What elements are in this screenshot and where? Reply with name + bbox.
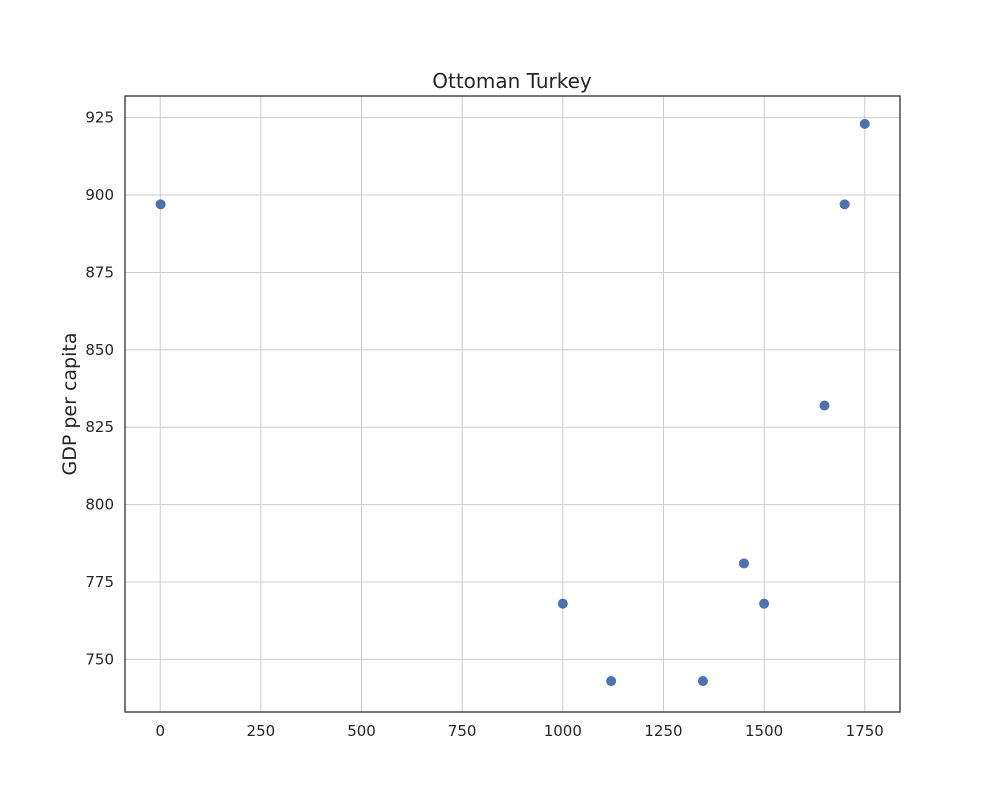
data-point <box>557 598 568 609</box>
y-tick-label: 750 <box>85 650 114 668</box>
y-tick-label: 925 <box>85 109 114 127</box>
grid-lines <box>125 96 900 712</box>
x-tick-label: 1750 <box>846 722 884 740</box>
y-tick-label: 850 <box>85 341 114 359</box>
data-point <box>759 598 770 609</box>
y-tick-label: 775 <box>85 573 114 591</box>
chart-title: Ottoman Turkey <box>432 69 592 93</box>
x-tick-label: 250 <box>247 722 276 740</box>
x-tick-labels: 0 250 500 750 1000 1250 1500 1750 <box>155 722 883 740</box>
data-points <box>155 118 870 687</box>
y-axis-label: GDP per capita <box>59 333 81 476</box>
y-tick-label: 825 <box>85 418 114 436</box>
x-tick-label: 1250 <box>644 722 682 740</box>
x-tick-label: 750 <box>448 722 477 740</box>
y-tick-label: 875 <box>85 263 114 281</box>
x-tick-label: 1500 <box>745 722 783 740</box>
x-tick-label: 1000 <box>544 722 582 740</box>
y-tick-labels: 750 775 800 825 850 875 900 925 <box>85 109 114 669</box>
data-point <box>839 199 850 210</box>
y-tick-label: 900 <box>85 186 114 204</box>
data-point <box>697 676 708 687</box>
plot-frame <box>124 95 901 713</box>
data-point <box>859 118 870 129</box>
x-tick-label: 0 <box>155 722 165 740</box>
data-point <box>819 400 830 411</box>
data-point <box>738 558 749 569</box>
data-point <box>606 676 617 687</box>
y-tick-label: 800 <box>85 496 114 514</box>
data-point <box>155 199 166 210</box>
x-tick-label: 500 <box>347 722 376 740</box>
